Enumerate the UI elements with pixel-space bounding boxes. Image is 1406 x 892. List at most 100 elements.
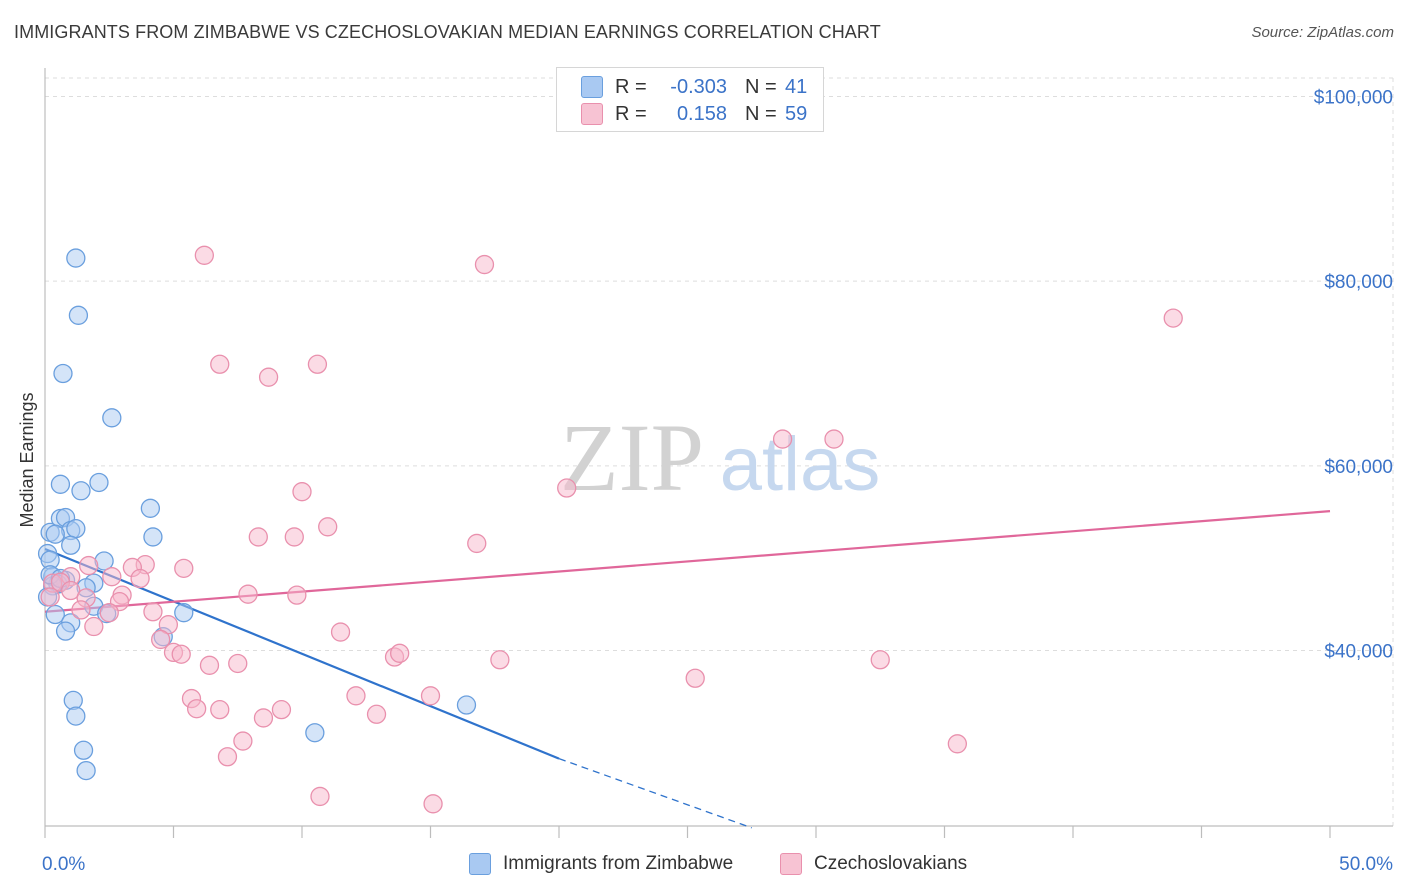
data-points [37,245,1183,814]
blue-data-point [61,535,81,555]
pink-data-point [390,643,410,663]
pink-data-point [870,650,890,670]
blue-data-point [66,706,86,726]
y-tick-label: $80,000 [1324,272,1393,293]
pink-data-point [947,734,967,754]
pink-data-point [199,655,220,675]
pink-data-point [130,568,150,589]
pink-data-point [318,517,338,537]
pink-data-point [346,686,366,706]
pink-data-point [194,245,214,265]
pink-data-point [248,527,268,547]
pink-data-point [71,600,91,620]
legend-r-value: -0.303 [670,75,727,98]
blue-data-point [45,604,65,625]
blue-data-point [143,527,163,547]
pink-data-point [210,354,230,374]
pink-data-point [467,533,487,554]
chart-title: IMMIGRANTS FROM ZIMBABWE VS CZECHOSLOVAK… [14,22,881,42]
blue-data-point [68,305,89,325]
x-tick-label: 0.0% [42,854,85,875]
legend-swatch-blue [581,76,603,98]
blue-data-point [53,363,73,384]
legend-n-label: N = [745,102,777,125]
y-tick-label: $100,000 [1314,87,1393,108]
pink-data-point [233,731,253,751]
blue-data-point [50,474,71,494]
y-tick-label: $60,000 [1324,457,1393,478]
axes: $40,000 $60,000 $80,000 $100,000 0.0% 50.0% [42,68,1393,875]
pink-data-point [772,429,793,449]
pink-data-point [258,367,279,387]
pink-data-point [287,585,307,605]
pink-data-point [824,429,844,449]
bottom-legend-label-blue: Immigrants from Zimbabwe [503,853,734,874]
pink-data-point [1163,308,1183,328]
pink-data-point [174,558,194,579]
bottom-legend-label-pink: Czechoslovakians [814,853,968,874]
pink-data-point [143,602,163,622]
legend-n-value: 41 [785,75,808,98]
blue-data-point [63,690,83,711]
legend-n-label: N = [745,75,777,98]
pink-data-point [271,699,292,720]
pink-data-point [310,786,330,807]
pink-data-point [171,644,191,664]
bottom-legend-swatch-pink [780,853,802,875]
pink-data-point [490,650,510,670]
watermark-atlas: atlas [720,422,881,507]
legend-swatch-pink [581,103,603,125]
pink-data-point [79,555,99,576]
blue-data-point [66,248,86,268]
pink-data-point [217,747,238,767]
bottom-legend-blue: Immigrants from Zimbabwe [469,852,733,876]
pink-data-point [210,699,230,720]
pink-data-point [238,584,258,604]
trend-lines [44,510,1331,829]
blue-trend-line [44,547,560,760]
x-tick-label: 50.0% [1339,854,1393,875]
bottom-legend-pink: Czechoslovakians [780,852,967,876]
pink-data-point [685,668,705,688]
pink-data-point [557,478,577,498]
bottom-legend-swatch-blue [469,853,491,875]
legend-n-value: 59 [785,102,808,125]
watermark: ZIP atlas [560,404,880,511]
blue-data-point [71,481,91,501]
blue-data-point [102,408,122,428]
pink-data-point [423,794,443,814]
blue-data-point [66,518,86,539]
pink-data-point [366,704,387,724]
blue-data-point [76,760,96,781]
pink-data-point [330,622,351,642]
pink-data-point [150,629,171,650]
pink-data-point [102,567,122,587]
blue-data-point [45,524,65,544]
source-label: Source: ZipAtlas.com [1251,24,1394,41]
blue-data-point [305,723,325,743]
pink-data-point [420,686,441,706]
pink-trend-line [44,510,1331,613]
blue-data-point [89,472,109,493]
pink-data-point [284,527,304,547]
blue-trend-extension [558,757,752,829]
legend-row-blue: R = -0.303 N = 41 [581,74,807,100]
pink-data-point [99,603,119,623]
pink-data-point [61,580,81,601]
legend-r-label: R = [615,102,647,125]
pink-data-point [84,616,104,637]
pink-data-point [186,699,207,719]
blue-data-point [55,621,76,641]
pink-data-point [292,482,312,502]
legend-row-pink: R = 0.158 N = 59 [581,101,807,127]
pink-data-point [253,708,274,728]
pink-data-point [228,653,248,674]
blue-data-point [140,498,161,518]
pink-data-point [307,354,328,374]
y-axis-label: Median Earnings [17,392,37,527]
legend-r-label: R = [615,75,647,98]
legend-r-value: 0.158 [676,102,727,125]
legend-box: R = -0.303 N = 41 R = 0.158 N = 59 [556,67,824,132]
blue-data-point [456,695,477,715]
